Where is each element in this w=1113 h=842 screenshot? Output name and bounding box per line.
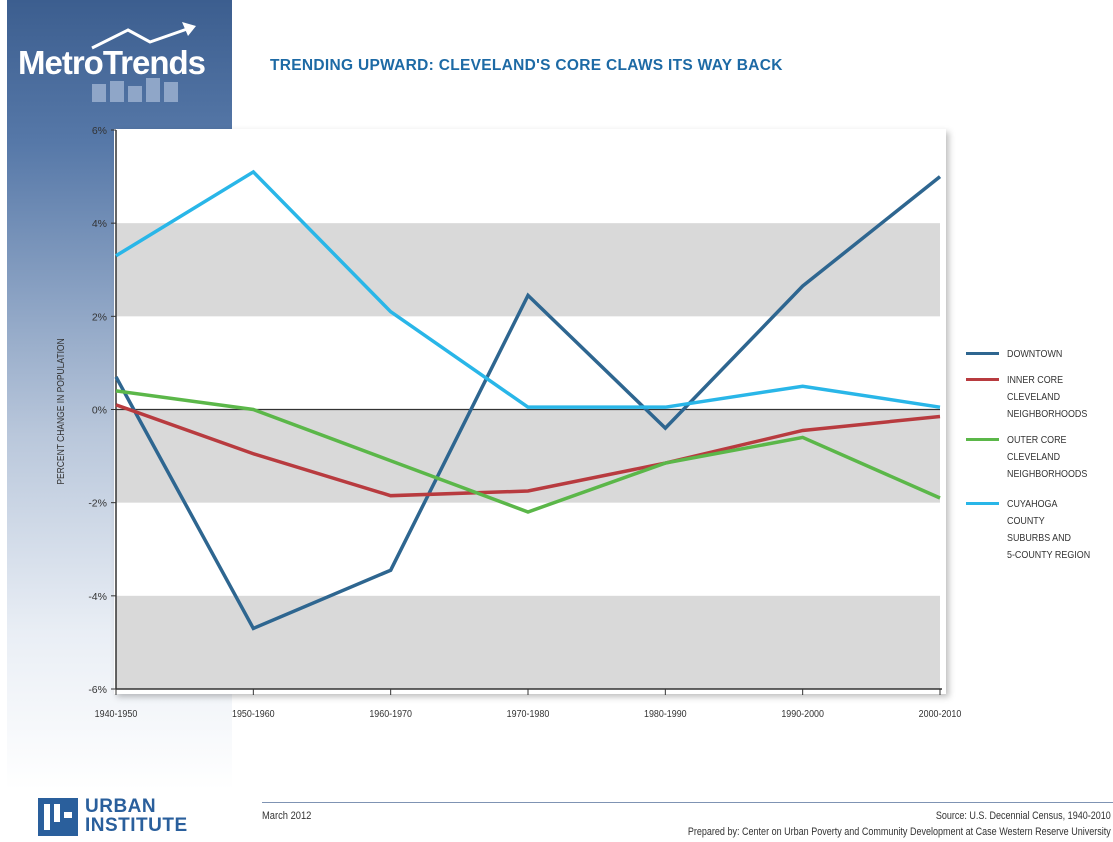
y-tick-label: -2%	[88, 498, 107, 510]
y-tick-label: -4%	[88, 591, 107, 603]
y-tick-label: 2%	[92, 311, 107, 323]
source-note: Source: U.S. Decennial Census, 1940-2010…	[688, 808, 1111, 840]
legend-label: INNER CORE CLEVELAND NEIGHBORHOODS	[1007, 372, 1087, 423]
grid-band	[116, 596, 940, 689]
publication-date: March 2012	[262, 810, 311, 822]
urban-institute-wordmark: URBAN INSTITUTE	[85, 797, 188, 835]
legend-swatch	[966, 438, 999, 441]
y-tick-label: 0%	[92, 405, 107, 417]
legend-swatch	[966, 502, 999, 505]
legend-swatch	[966, 352, 999, 355]
x-tick-label: 1990-2000	[781, 708, 824, 720]
x-tick-label: 1960-1970	[369, 708, 412, 720]
y-axis-label: PERCENT CHANGE IN POPULATION	[55, 338, 66, 484]
y-tick-label: 6%	[92, 125, 107, 137]
x-tick-label: 2000-2010	[919, 708, 962, 720]
org-line-1: URBAN	[85, 797, 188, 816]
legend-label: DOWNTOWN	[1007, 346, 1062, 363]
y-tick-label: 4%	[92, 218, 107, 230]
org-line-2: INSTITUTE	[85, 816, 188, 835]
y-tick-label: -6%	[88, 684, 107, 696]
x-tick-label: 1950-1960	[232, 708, 275, 720]
prepared-by-text: Prepared by: Center on Urban Poverty and…	[688, 824, 1111, 840]
legend-label: CUYAHOGA COUNTY SUBURBS AND 5-COUNTY REG…	[1007, 496, 1095, 564]
x-tick-label: 1980-1990	[644, 708, 687, 720]
source-text: Source: U.S. Decennial Census, 1940-2010	[688, 808, 1111, 824]
footer-divider	[262, 802, 1113, 803]
grid-band	[116, 410, 940, 503]
legend-label: OUTER CORE CLEVELAND NEIGHBORHOODS	[1007, 432, 1087, 483]
x-tick-label: 1940-1950	[95, 708, 138, 720]
x-tick-label: 1970-1980	[507, 708, 550, 720]
grid-band	[116, 223, 940, 316]
urban-institute-logo-icon	[38, 796, 80, 838]
legend-swatch	[966, 378, 999, 381]
